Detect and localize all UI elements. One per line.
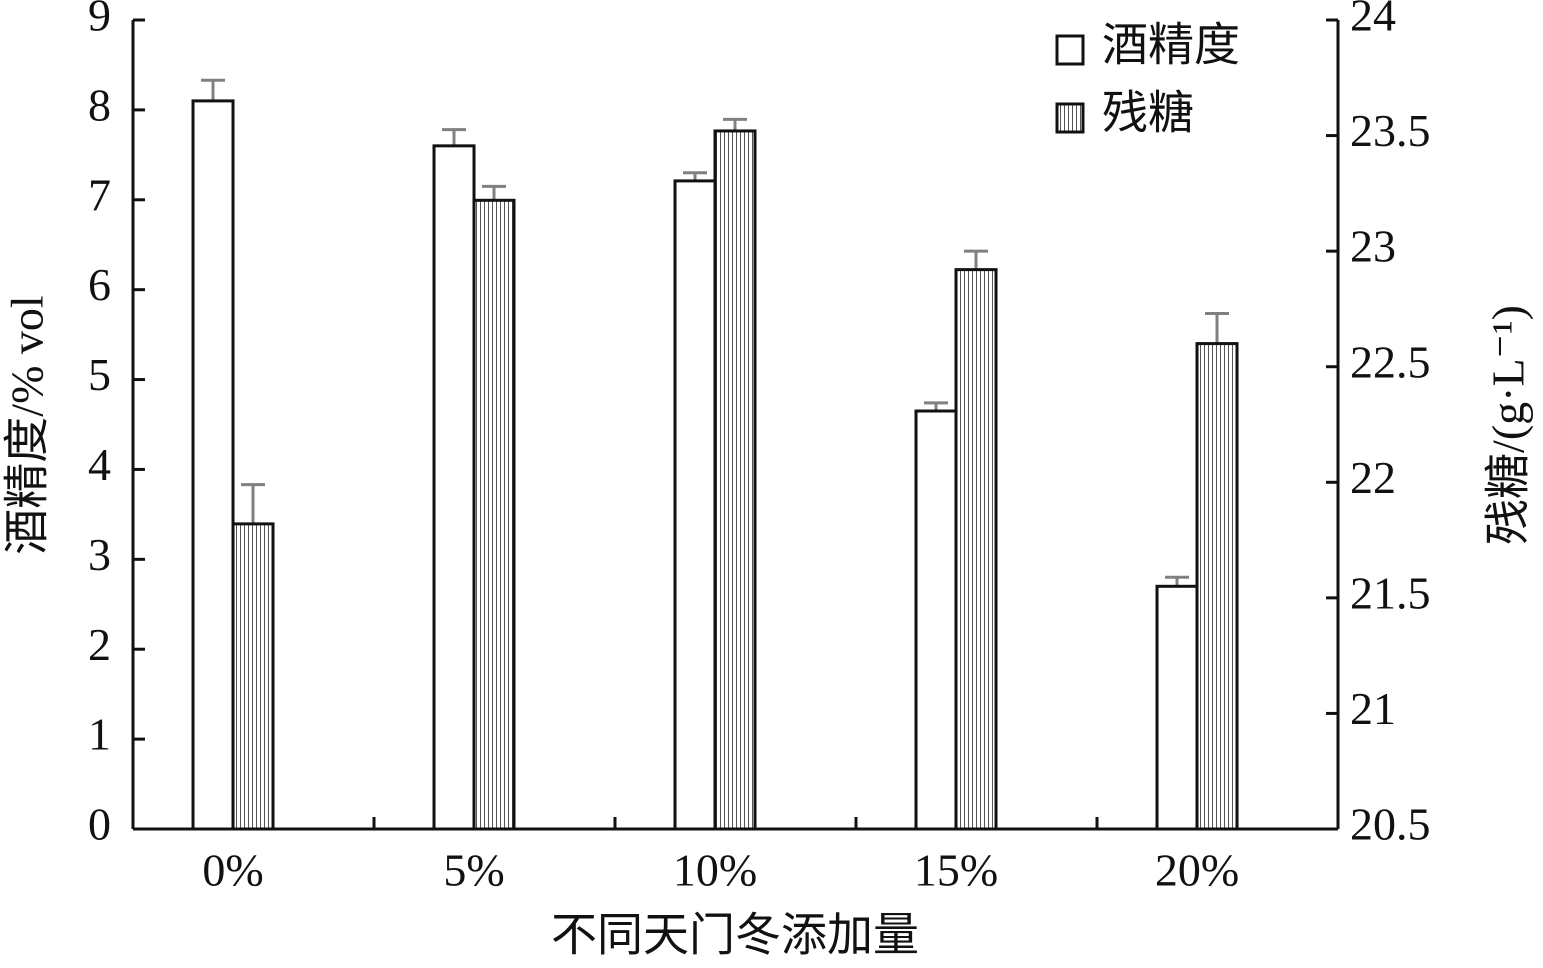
- y2-tick-label: 22.5: [1350, 336, 1431, 387]
- y2-tick-label: 23: [1350, 221, 1396, 272]
- bar: [231, 522, 275, 831]
- y2-tick-label: 24: [1350, 0, 1396, 41]
- bar: [191, 99, 235, 831]
- y-tick-label: 1: [88, 709, 111, 760]
- y-tick-label: 5: [88, 349, 111, 400]
- bar: [914, 409, 958, 831]
- legend-label: 酒精度: [1102, 20, 1240, 71]
- y2-axis-label: 残糖/(g·L⁻¹): [1483, 305, 1534, 545]
- bar: [432, 144, 476, 831]
- y-tick-label: 0: [88, 799, 111, 850]
- x-tick-label: 10%: [673, 845, 757, 896]
- bar: [1155, 584, 1199, 831]
- y-tick-label: 9: [88, 0, 111, 41]
- y-axis-label: 酒精度/% vol: [2, 295, 53, 554]
- y-tick-label: 3: [88, 529, 111, 580]
- x-axis-label: 不同天门冬添加量: [551, 910, 919, 961]
- y-tick-label: 7: [88, 169, 111, 220]
- y2-tick-label: 22: [1350, 452, 1396, 503]
- y-tick-label: 4: [88, 439, 111, 490]
- bar: [713, 129, 757, 831]
- legend-swatch: [1055, 102, 1085, 134]
- legend-swatch: [1055, 34, 1085, 66]
- legend-label: 残糖: [1102, 88, 1194, 139]
- bar: [1195, 342, 1239, 831]
- x-tick-label: 20%: [1155, 845, 1239, 896]
- y-tick-label: 6: [88, 259, 111, 310]
- x-tick-label: 15%: [914, 845, 998, 896]
- bar: [673, 179, 717, 831]
- y2-tick-label: 20.5: [1350, 799, 1431, 850]
- y2-tick-label: 21.5: [1350, 567, 1431, 618]
- x-tick-label: 5%: [443, 845, 504, 896]
- x-tick-label: 0%: [202, 845, 263, 896]
- bar: [954, 268, 998, 831]
- bar: [472, 198, 516, 831]
- y-tick-label: 2: [88, 619, 111, 670]
- y2-tick-label: 23.5: [1350, 105, 1431, 156]
- y2-tick-label: 21: [1350, 683, 1396, 734]
- y-tick-label: 8: [88, 79, 111, 130]
